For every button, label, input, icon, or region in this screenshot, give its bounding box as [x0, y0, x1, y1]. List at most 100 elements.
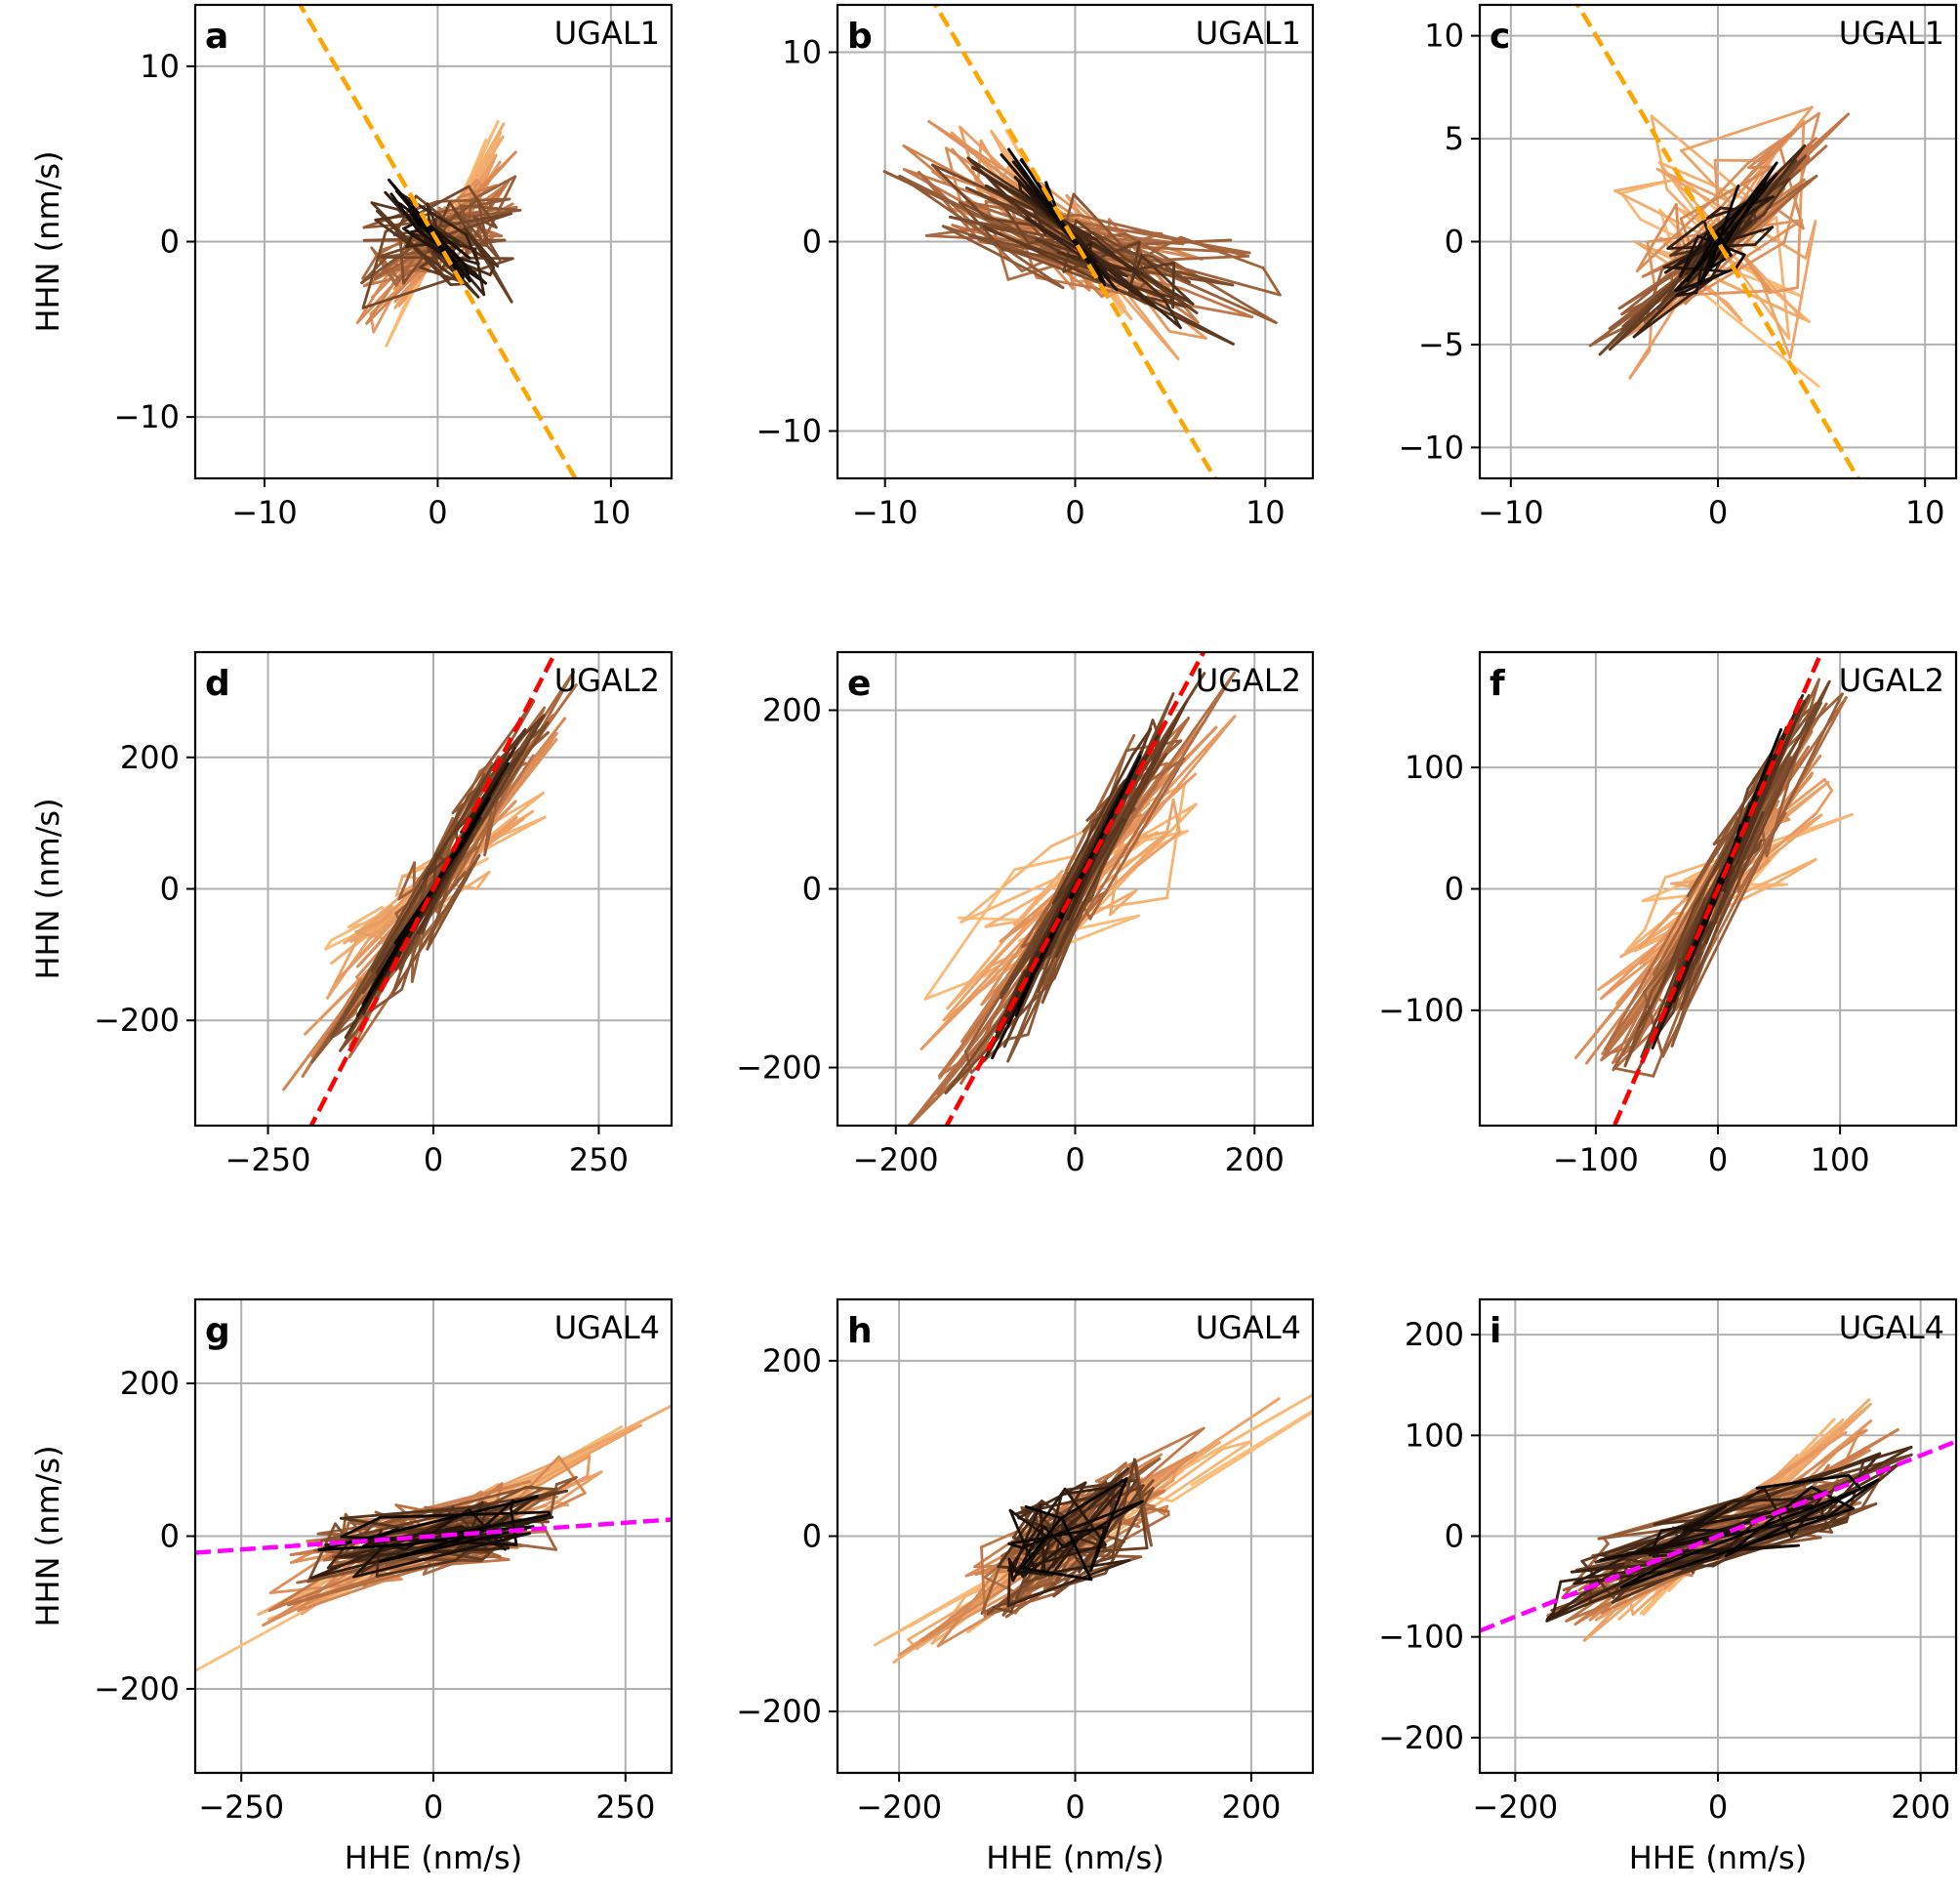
trace-segment: [1004, 129, 1019, 152]
x-tick-label: −200: [856, 1788, 942, 1826]
panel-b: −10 0 10 −10 0 10 b UGAL1: [755, 3, 1315, 531]
trace-group: [874, 1393, 1313, 1664]
x-tick-label: −250: [198, 1788, 284, 1826]
trace-segment: [1788, 220, 1817, 359]
x-tick-label: 0: [1708, 1141, 1728, 1178]
trace-segment: [1810, 1485, 1855, 1510]
y-tick-label: −200: [94, 1670, 180, 1707]
x-tick-label: 0: [424, 1788, 443, 1826]
trace-segment: [455, 210, 502, 262]
panel-letter: a: [205, 17, 228, 57]
trace-segment: [1085, 1440, 1252, 1553]
trace-segment: [352, 1532, 531, 1579]
trace-segment: [1740, 144, 1807, 230]
trace-segment: [370, 765, 494, 972]
trace-segment: [324, 938, 334, 951]
y-tick-label: 0: [802, 1518, 822, 1555]
x-tick-label: 0: [1708, 1788, 1728, 1826]
fit-line: [195, 1517, 672, 1555]
y-tick-label: 0: [160, 1518, 180, 1555]
y-tick-label: 0: [802, 224, 822, 261]
station-label: UGAL2: [1839, 662, 1944, 699]
trace-segment: [1000, 153, 1039, 198]
x-tick-label: −200: [853, 1141, 939, 1178]
trace-segment: [1619, 1506, 1855, 1589]
trace-segment: [479, 175, 517, 247]
station-label: UGAL1: [554, 15, 660, 52]
y-tick-label: 100: [1405, 749, 1464, 786]
trace-segment: [1011, 1524, 1045, 1583]
trace-segment: [1054, 700, 1188, 958]
trace-segment: [535, 1470, 603, 1517]
trace-segment: [1713, 161, 1750, 199]
trace-segment: [1011, 1503, 1042, 1573]
trace-segment: [1847, 1473, 1862, 1491]
trace-segment: [426, 202, 431, 227]
panel-letter: b: [847, 17, 873, 57]
trace-segment: [1755, 1473, 1851, 1490]
trace-segment: [1094, 238, 1164, 300]
trace-segment: [426, 853, 481, 951]
trace-segment: [1822, 778, 1834, 793]
trace-segment: [1782, 111, 1820, 244]
trace-segment: [1062, 1500, 1144, 1549]
trace-segment: [1063, 1487, 1107, 1546]
trace-segment: [1762, 177, 1791, 217]
x-axis-label: HHE (nm/s): [1629, 1839, 1807, 1876]
trace-segment: [986, 1591, 1060, 1617]
trace-segment: [1140, 254, 1195, 306]
x-axis-label: HHE (nm/s): [345, 1839, 522, 1876]
trace-segment: [1635, 202, 1678, 273]
trace-segment: [551, 1500, 570, 1506]
y-tick-label: −10: [113, 398, 180, 435]
trace-segment: [983, 1426, 1205, 1619]
trace-segment: [317, 1542, 414, 1551]
trace-segment: [339, 1504, 490, 1520]
trace-segment: [1650, 114, 1758, 206]
panel-g: −250 0 250 −200 0 200 g UGAL4 HHN (nm/s) HHE (nm/…: [29, 1297, 674, 1876]
trace-segment: [1619, 1562, 1666, 1589]
trace-segment: [1078, 237, 1110, 276]
trace-group: [1574, 652, 1854, 1126]
trace-segment: [524, 1486, 558, 1491]
trace-segment: [361, 926, 409, 1006]
trace-segment: [1164, 798, 1175, 836]
y-axis-label: HHN (nm/s): [29, 150, 66, 332]
station-label: UGAL4: [1839, 1309, 1944, 1346]
trace-segment: [394, 874, 405, 897]
panel-letter: d: [205, 664, 230, 704]
trace-segment: [306, 1522, 337, 1583]
trace-segment: [354, 920, 384, 934]
trace-segment: [326, 934, 361, 1000]
y-tick-label: 0: [1445, 224, 1464, 261]
trace-segment: [361, 257, 514, 309]
trace-segment: [416, 216, 465, 279]
trace-segment: [1006, 1593, 1038, 1608]
trace-segment: [1221, 1440, 1252, 1451]
trace-segment: [374, 212, 418, 222]
trace-segment: [1060, 1516, 1093, 1582]
x-tick-label: 10: [1905, 494, 1945, 531]
trace-segment: [1638, 867, 1715, 949]
trace-segment: [463, 226, 496, 269]
trace-segment: [452, 1538, 492, 1552]
trace-segment: [516, 1455, 560, 1500]
x-tick-label: 200: [1225, 1141, 1285, 1178]
trace-segment: [1613, 1066, 1655, 1078]
trace-segment: [1747, 165, 1776, 170]
y-tick-label: 200: [120, 1365, 180, 1402]
trace-segment: [554, 1475, 578, 1486]
trace-segment: [1007, 1526, 1107, 1545]
y-axis-label: HHN (nm/s): [29, 798, 66, 979]
panel-e: −200 0 200 −200 0 200 e UGAL2: [736, 650, 1315, 1178]
panel-letter: c: [1490, 17, 1510, 57]
trace-segment: [1170, 1410, 1313, 1502]
trace-segment: [1613, 178, 1676, 192]
trace-segment: [422, 837, 450, 881]
trace-segment: [407, 197, 511, 220]
trace-segment: [1790, 154, 1807, 174]
trace-segment: [944, 976, 1056, 1094]
panel-letter: g: [205, 1311, 230, 1351]
trace-group: [1574, 5, 1861, 478]
